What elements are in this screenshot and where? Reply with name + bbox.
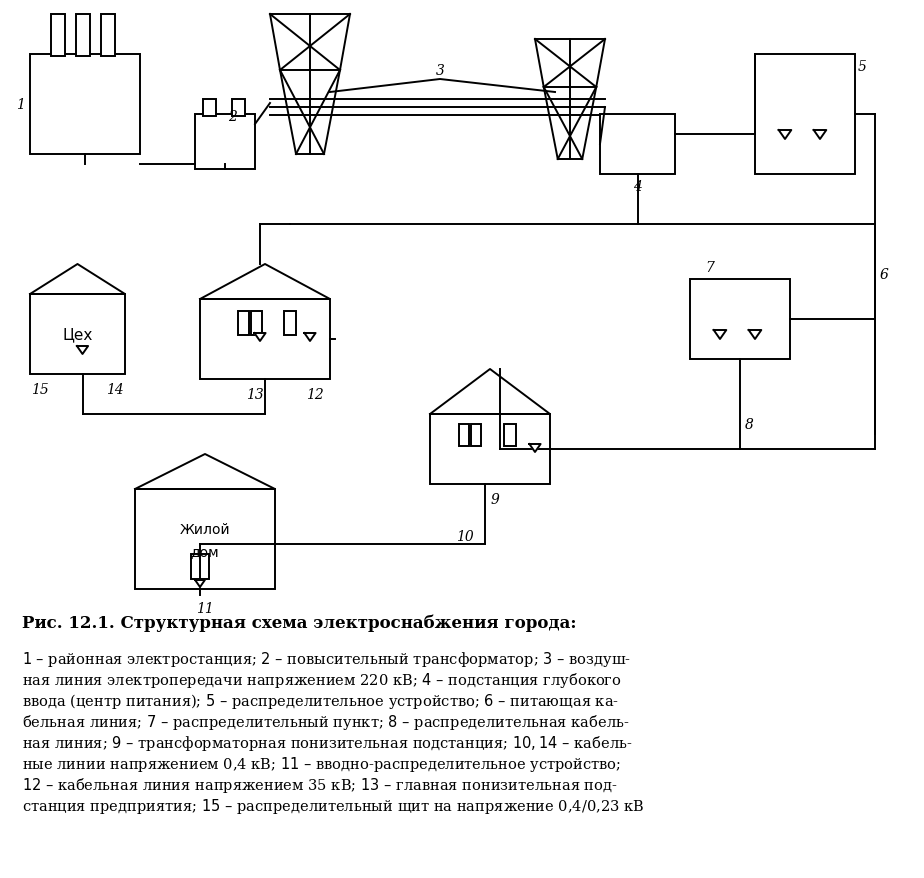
Bar bbox=[30, 295, 125, 375]
Text: $\mathit{12}$ – кабельная линия напряжением 35 кВ; $\mathit{13}$ – главная пониз: $\mathit{12}$ – кабельная линия напряжен… bbox=[22, 775, 618, 794]
Text: 2: 2 bbox=[228, 110, 237, 124]
Text: 12: 12 bbox=[306, 387, 324, 401]
Bar bbox=[504, 425, 516, 447]
Text: 6: 6 bbox=[880, 268, 889, 282]
Bar bbox=[755, 55, 855, 175]
Polygon shape bbox=[779, 131, 791, 140]
Bar bbox=[232, 100, 245, 117]
Bar bbox=[459, 425, 469, 447]
Text: дом: дом bbox=[190, 544, 219, 558]
Bar bbox=[238, 312, 249, 335]
Text: 15: 15 bbox=[31, 383, 49, 397]
Text: $\mathit{1}$ – районная электростанция; $\mathit{2}$ – повысительный трансформат: $\mathit{1}$ – районная электростанция; … bbox=[22, 649, 631, 668]
Text: Цех: Цех bbox=[62, 327, 92, 342]
Text: бельная линия; $\mathit{7}$ – распределительный пункт; $\mathit{8}$ – распредели: бельная линия; $\mathit{7}$ – распредели… bbox=[22, 712, 629, 731]
Bar bbox=[30, 55, 140, 155]
Polygon shape bbox=[748, 331, 761, 340]
Bar bbox=[203, 100, 216, 117]
Text: Рис. 12.1. Структурная схема электроснабжения города:: Рис. 12.1. Структурная схема электроснаб… bbox=[22, 615, 577, 632]
Bar bbox=[76, 15, 90, 57]
Polygon shape bbox=[254, 334, 265, 342]
Text: 8: 8 bbox=[745, 418, 754, 431]
Text: 1: 1 bbox=[16, 97, 25, 112]
Text: ные линии напряжением 0,4 кВ; $\mathit{11}$ – вводно-распределительное устройств: ные линии напряжением 0,4 кВ; $\mathit{1… bbox=[22, 754, 621, 774]
Polygon shape bbox=[814, 131, 826, 140]
Text: 11: 11 bbox=[196, 601, 213, 615]
Text: 3: 3 bbox=[435, 64, 444, 78]
Text: станция предприятия; $\mathit{15}$ – распределительный щит на напряжение 0,4/0,2: станция предприятия; $\mathit{15}$ – рас… bbox=[22, 796, 644, 815]
Bar bbox=[135, 489, 275, 589]
Bar bbox=[690, 280, 790, 360]
Bar bbox=[191, 554, 209, 579]
Bar bbox=[471, 425, 481, 447]
Text: 4: 4 bbox=[633, 180, 642, 194]
Bar bbox=[430, 414, 550, 485]
Bar bbox=[200, 299, 330, 379]
Bar bbox=[195, 115, 255, 169]
Text: Жилой: Жилой bbox=[179, 522, 230, 536]
Polygon shape bbox=[304, 334, 316, 342]
Text: 10: 10 bbox=[456, 529, 474, 543]
Polygon shape bbox=[77, 347, 88, 355]
Bar bbox=[284, 312, 296, 335]
Bar bbox=[101, 15, 115, 57]
Text: 13: 13 bbox=[246, 387, 264, 401]
Text: 7: 7 bbox=[706, 261, 714, 275]
Text: ная линия; $\mathit{9}$ – трансформаторная понизительная подстанция; $\mathit{10: ная линия; $\mathit{9}$ – трансформаторн… bbox=[22, 733, 633, 752]
Bar bbox=[251, 312, 262, 335]
Bar bbox=[600, 115, 675, 175]
Bar bbox=[51, 15, 65, 57]
Text: ввода (центр питания); $\mathit{5}$ – распределительное устройство; $\mathit{6}$: ввода (центр питания); $\mathit{5}$ – ра… bbox=[22, 691, 619, 710]
Text: 5: 5 bbox=[858, 60, 867, 74]
Text: 14: 14 bbox=[106, 383, 124, 397]
Text: ная линия электропередачи напряжением 220 кВ; $\mathit{4}$ – подстанция глубоког: ная линия электропередачи напряжением 22… bbox=[22, 670, 622, 689]
Polygon shape bbox=[195, 580, 205, 587]
Polygon shape bbox=[713, 331, 726, 340]
Text: 9: 9 bbox=[491, 493, 500, 507]
Polygon shape bbox=[529, 444, 541, 452]
